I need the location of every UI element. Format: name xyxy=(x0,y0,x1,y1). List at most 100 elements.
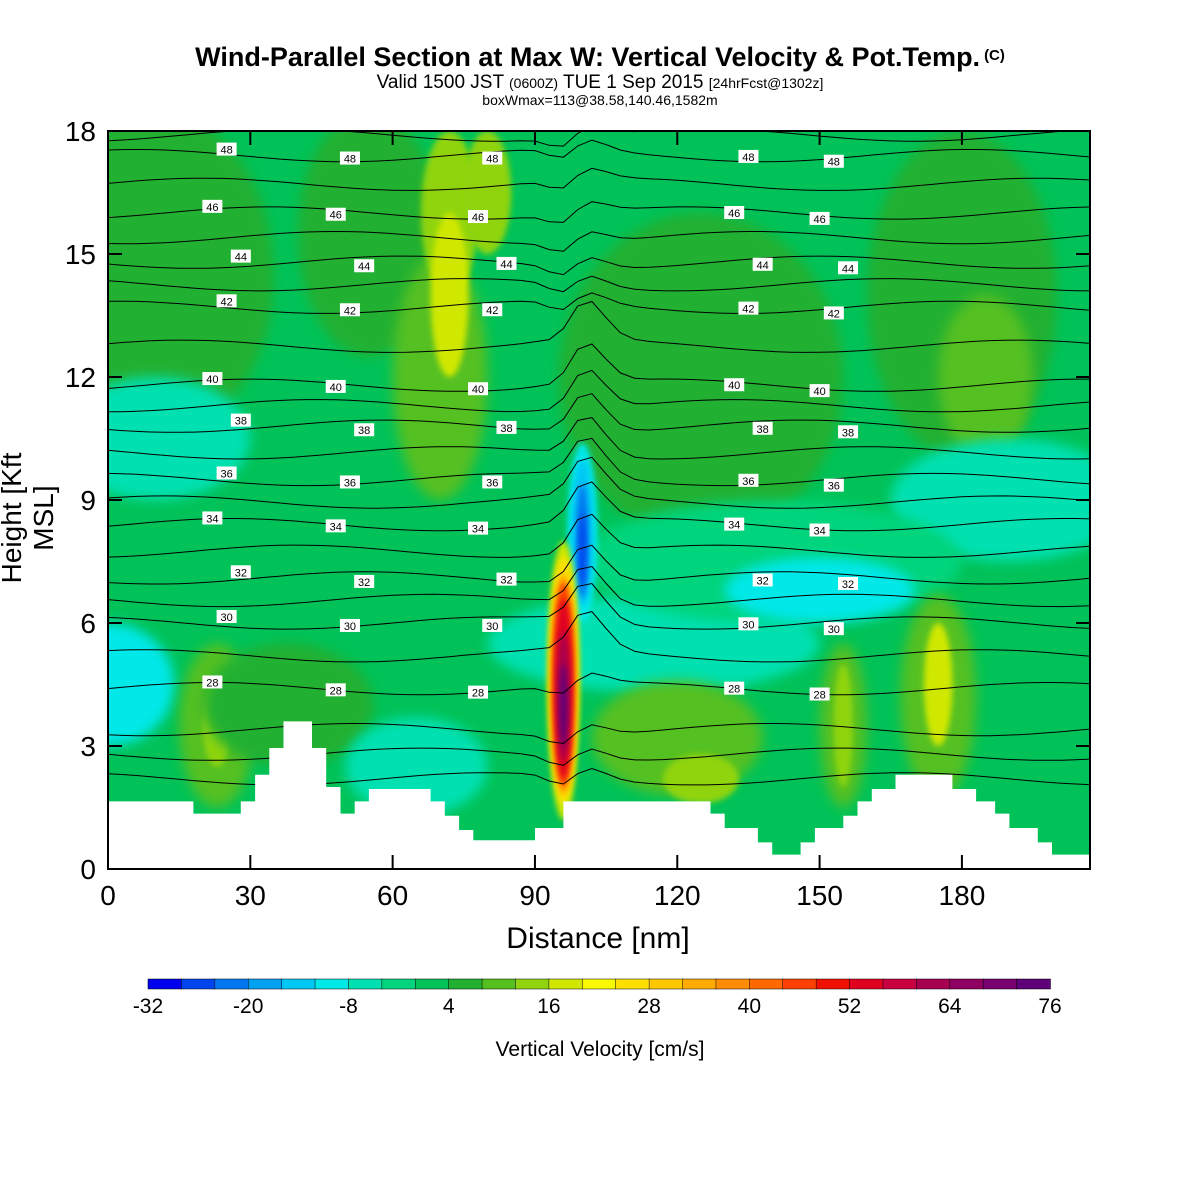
theta-label-bg xyxy=(354,574,375,588)
theta-label-text: 46 xyxy=(728,208,740,220)
colorbar-tick-label: 64 xyxy=(938,995,962,1018)
theta-label-28-4: 28 xyxy=(809,687,830,702)
theta-label-bg xyxy=(216,142,237,156)
theta-label-bg xyxy=(482,475,503,489)
x-tick-label: 30 xyxy=(235,880,266,911)
y-tick-label: 6 xyxy=(80,608,96,639)
colorbar-swatch-8 xyxy=(415,978,450,990)
theta-label-32-4: 32 xyxy=(838,576,859,591)
theta-label-bg xyxy=(468,521,489,535)
colorbar-swatch-1 xyxy=(181,978,216,990)
theta-label-bg xyxy=(202,199,223,213)
x-tick-label: 90 xyxy=(519,880,550,911)
theta-label-bg xyxy=(823,478,844,492)
theta-contour-14 xyxy=(108,292,1090,314)
theta-label-text: 28 xyxy=(728,684,740,696)
y-tick-label: 3 xyxy=(80,731,96,762)
theta-label-bg xyxy=(216,609,237,623)
theta-label-text: 38 xyxy=(235,416,247,428)
theta-label-bg xyxy=(496,256,517,270)
theta-contour-5 xyxy=(108,513,1090,558)
copyright-mark: (C) xyxy=(984,47,1005,64)
theta-label-44-4: 44 xyxy=(838,261,859,275)
theta-label-bg xyxy=(325,207,346,221)
theta-label-text: 32 xyxy=(235,567,247,579)
x-tick-label: 120 xyxy=(654,880,701,911)
velocity-region-22 xyxy=(923,623,953,746)
x-tick-label: 60 xyxy=(377,880,408,911)
y-tick-label: 9 xyxy=(80,485,96,516)
theta-label-34-2: 34 xyxy=(468,521,489,536)
theta-label-bg xyxy=(838,576,859,590)
theta-label-46-3: 46 xyxy=(724,206,745,220)
theta-label-48-2: 48 xyxy=(482,151,503,166)
theta-label-bg xyxy=(482,151,503,165)
theta-label-text: 32 xyxy=(757,575,769,587)
colorbar-swatch-23 xyxy=(916,978,951,990)
theta-label-44-1: 44 xyxy=(354,259,375,273)
x-axis-label: Distance [nm] xyxy=(506,922,690,955)
theta-label-42-2: 42 xyxy=(482,303,503,317)
velocity-region-11 xyxy=(890,438,1090,562)
theta-contour-0 xyxy=(108,672,1090,696)
subtitle-forecast: [24hrFcst@1302z] xyxy=(708,75,824,91)
theta-label-46-1: 46 xyxy=(325,207,346,222)
theta-contour-8 xyxy=(108,437,1090,487)
theta-label-34-0: 34 xyxy=(202,511,223,525)
theta-label-bg xyxy=(752,421,773,435)
theta-label-text: 30 xyxy=(486,621,498,633)
theta-label-30-1: 30 xyxy=(339,618,360,633)
theta-label-text: 42 xyxy=(742,304,754,316)
theta-label-34-3: 34 xyxy=(724,517,745,532)
theta-label-32-2: 32 xyxy=(496,572,517,587)
theta-label-bg xyxy=(216,294,237,308)
theta-label-32-3: 32 xyxy=(752,573,773,587)
theta-label-bg xyxy=(738,149,759,163)
theta-label-48-1: 48 xyxy=(339,151,360,166)
theta-label-bg xyxy=(339,303,360,317)
theta-label-28-2: 28 xyxy=(468,685,489,700)
theta-label-text: 30 xyxy=(220,612,232,624)
theta-label-text: 36 xyxy=(486,477,498,489)
theta-label-34-4: 34 xyxy=(809,523,830,538)
chart-subtitle: Valid 1500 JST (0600Z) TUE 1 Sep 2015 [2… xyxy=(0,72,1200,94)
theta-label-40-4: 40 xyxy=(809,384,830,398)
colorbar-swatch-12 xyxy=(548,978,584,990)
theta-label-text: 34 xyxy=(330,521,342,533)
theta-contour-6 xyxy=(108,481,1090,532)
theta-label-40-1: 40 xyxy=(325,379,346,394)
theta-label-text: 48 xyxy=(344,154,356,166)
y-tick-label: 18 xyxy=(65,116,96,147)
theta-label-text: 44 xyxy=(757,260,769,272)
theta-label-text: 40 xyxy=(728,380,740,392)
theta-label-text: 40 xyxy=(330,382,342,394)
theta-contour-20 xyxy=(108,139,1090,163)
theta-label-38-3: 38 xyxy=(752,421,773,436)
colorbar-swatch-0 xyxy=(147,978,183,990)
theta-contour-1 xyxy=(108,611,1090,663)
theta-label-text: 46 xyxy=(206,202,218,214)
theta-contour-23 xyxy=(108,723,1090,745)
theta-label-text: 48 xyxy=(220,145,232,157)
theta-label-bg xyxy=(468,685,489,699)
subtitle-valid: Valid 1500 JST xyxy=(376,72,504,93)
theta-contour-18 xyxy=(108,201,1090,223)
theta-label-bg xyxy=(823,306,844,320)
theta-label-36-2: 36 xyxy=(482,475,503,489)
theta-label-text: 34 xyxy=(728,520,740,532)
x-tick-label: 150 xyxy=(796,880,843,911)
colorbar-swatch-26 xyxy=(1016,978,1051,990)
theta-label-text: 32 xyxy=(358,577,370,589)
theta-label-bg xyxy=(838,261,859,275)
theta-contour-3 xyxy=(108,565,1090,608)
theta-label-bg xyxy=(482,618,503,632)
theta-label-bg xyxy=(354,423,375,437)
updraft-core-6 xyxy=(559,664,568,746)
theta-label-44-2: 44 xyxy=(496,256,517,271)
theta-label-32-0: 32 xyxy=(230,565,251,579)
theta-label-46-0: 46 xyxy=(202,199,223,214)
theta-label-text: 32 xyxy=(842,579,854,591)
velocity-region-16 xyxy=(202,643,374,767)
y-tick-label: 0 xyxy=(80,854,96,885)
